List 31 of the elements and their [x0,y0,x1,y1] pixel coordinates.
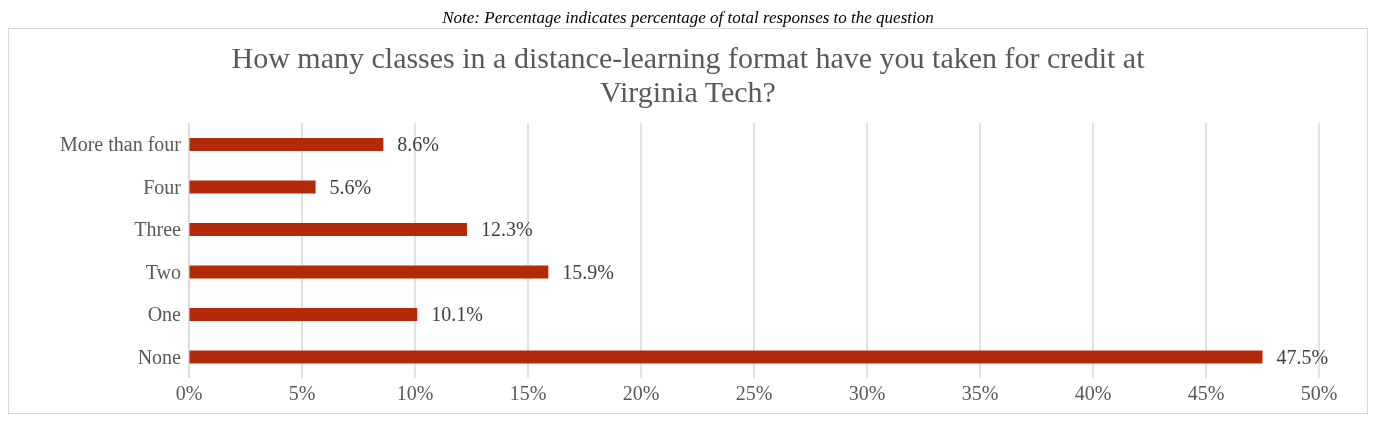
x-tick-label: 15% [509,382,547,405]
y-tick-label: More than four [59,133,182,156]
data-label: 8.6% [397,133,440,156]
bar [189,222,467,236]
y-tick-label: Two [145,260,181,283]
x-tick-label: 0% [175,382,203,405]
x-tick-label: 10% [396,382,434,405]
data-label: 15.9% [562,260,615,283]
bar [189,265,549,279]
x-tick-label: 5% [288,382,316,405]
y-tick-label: Three [134,218,182,241]
x-tick-label: 20% [622,382,660,405]
text: Note: Percentage indicates percentage of total responses to the question [441,8,935,28]
data-label: 47.5% [1276,345,1329,368]
y-tick-label: Four [143,175,182,198]
y-tick-label: One [147,303,182,326]
x-tick-label: 30% [848,382,886,405]
bar [189,180,316,194]
bar [189,307,418,321]
data-label: 10.1% [431,303,483,326]
x-tick-label: 35% [961,382,999,405]
chart-title: How many classes in a distance-learning format have you taken for credit at Virginia Tech? [230,40,1146,110]
x-tick-label: 25% [735,382,773,405]
x-tick-label: 50% [1300,382,1338,405]
bar [189,137,384,151]
y-tick-label: None [137,345,182,368]
data-label: 5.6% [329,175,372,198]
x-tick-label: 45% [1187,382,1225,405]
x-tick-label: 40% [1074,382,1112,405]
data-label: 12.3% [480,218,533,241]
bar [189,350,1263,364]
